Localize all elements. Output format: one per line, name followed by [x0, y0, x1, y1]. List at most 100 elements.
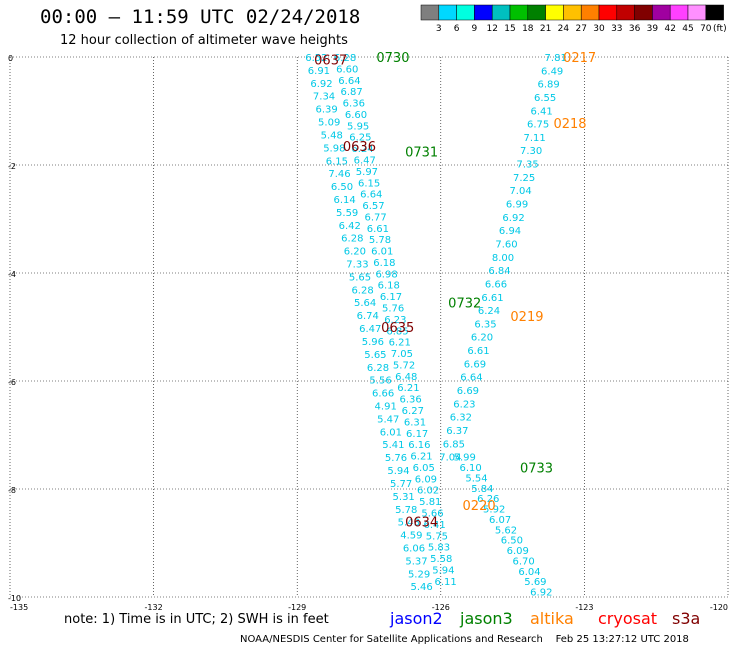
wave-height-label: 7.46 — [328, 169, 350, 180]
wave-height-label: 6.50 — [501, 536, 523, 547]
wave-height-label: 6.28 — [351, 285, 373, 296]
wave-height-label: 5.99 — [454, 453, 476, 464]
wave-height-label: 6.42 — [339, 221, 361, 232]
wave-height-label: 6.48 — [395, 372, 417, 383]
wave-height-label: 6.85 — [386, 326, 408, 337]
wave-height-label: 5.72 — [393, 360, 415, 371]
satellite-altika: altika — [530, 609, 574, 628]
wave-height-label: 6.05 — [413, 463, 435, 474]
colorbar-label: 15 — [504, 24, 515, 34]
page-subtitle: 12 hour collection of altimeter wave hei… — [60, 33, 348, 48]
colorbar-label: 45 — [682, 24, 693, 34]
wave-height-label: 5.65 — [364, 350, 386, 361]
credit-line: NOAA/NESDIS Center for Satellite Applica… — [240, 634, 689, 645]
wave-height-label: 6.66 — [372, 389, 394, 400]
satellite-cryosat: cryosat — [598, 609, 658, 628]
wave-height-label: 6.20 — [344, 247, 366, 258]
wave-height-label: 7.04 — [439, 453, 461, 464]
colorbar-label: 9 — [472, 24, 478, 34]
pass-time-label: 0219 — [510, 310, 543, 325]
x-tick-label: -120 — [710, 603, 728, 612]
wave-height-label: 6.21 — [397, 383, 419, 394]
colorbar-label: 27 — [575, 24, 586, 34]
wave-height-label: 6.15 — [358, 178, 380, 189]
wave-height-label: 6.55 — [534, 93, 556, 104]
pass-time-label: 0634 — [405, 515, 438, 530]
wave-height-label: 6.06 — [403, 543, 425, 554]
wave-height-label: 6.14 — [333, 195, 355, 206]
wave-height-label: 6.17 — [406, 429, 428, 440]
wave-height-label: 6.26 — [477, 494, 499, 505]
wave-height-label: 7.04 — [509, 186, 531, 197]
wave-height-label: 6.41 — [531, 106, 553, 117]
wave-height-label: 5.43 — [398, 518, 420, 529]
plot-area: 0 -2 -4 -6 -8 -10-135 -132 -129 -126 -123 -120 6.52… — [8, 51, 729, 612]
wave-height-label: 5.92 — [483, 505, 505, 516]
wave-height-label: 5.69 — [524, 577, 546, 588]
wave-height-label: 5.84 — [471, 484, 493, 495]
wave-height-label: 5.76 — [385, 453, 407, 464]
wave-height-label: 6.18 — [373, 258, 395, 269]
wave-height-label: 6.92 — [530, 588, 552, 599]
wave-height-label: 5.56 — [369, 376, 391, 387]
wave-height-label: 6.02 — [417, 486, 439, 497]
colorbar-unit: (ft) — [713, 24, 727, 34]
wave-height-label: 6.10 — [459, 463, 481, 474]
footer-note: note: 1) Time is in UTC; 2) SWH is in fe… — [64, 612, 329, 627]
wave-height-label: 5.62 — [495, 525, 517, 536]
wave-height-label: 6.28 — [334, 53, 356, 64]
colorbar-label: 30 — [593, 24, 605, 34]
wave-height-label: 6.85 — [443, 439, 465, 450]
wave-height-label: 6.61 — [481, 293, 503, 304]
wave-height-label: 6.94 — [499, 226, 521, 237]
wave-height-label: 5.58 — [430, 554, 452, 565]
wave-height-label: 6.01 — [371, 247, 393, 258]
wave-height-label: 6.11 — [434, 577, 456, 588]
wave-height-label: 6.60 — [345, 110, 367, 121]
colorbar-label: 3 — [436, 24, 442, 34]
wave-height-label: 6.52 — [305, 53, 327, 64]
wave-height-label: 5.31 — [393, 492, 415, 503]
wave-height-label: 6.69 — [457, 386, 479, 397]
wave-height-label: 5.48 — [321, 130, 343, 141]
wave-height-label: 7.25 — [513, 173, 535, 184]
satellite-jason2: jason2 — [390, 609, 443, 628]
wave-height-label: 6.61 — [367, 224, 389, 235]
wave-height-label: 6.31 — [404, 417, 426, 428]
wave-height-label: 5.94 — [432, 565, 454, 576]
wave-height-label: 6.09 — [415, 474, 437, 485]
wave-height-label: 6.07 — [489, 515, 511, 526]
credit-text: NOAA/NESDIS Center for Satellite Applica… — [240, 634, 543, 645]
wave-height-label: 5.29 — [408, 569, 430, 580]
wave-height-label: 7.11 — [523, 133, 545, 144]
wave-height-label: 5.41 — [382, 440, 404, 451]
wave-height-label: 6.91 — [308, 66, 330, 77]
wave-height-label: 7.34 — [313, 92, 335, 103]
wave-height-label: 5.59 — [336, 208, 358, 219]
colorbar-label: 21 — [540, 24, 551, 34]
wave-height-label: 5.46 — [411, 582, 433, 593]
wave-height-label: 5.78 — [395, 505, 417, 516]
wave-height-label: 6.23 — [453, 399, 475, 410]
satellite-jason3: jason3 — [460, 609, 513, 628]
wave-height-label: 6.64 — [460, 373, 482, 384]
wave-height-label: 5.97 — [356, 167, 378, 178]
wave-height-label: 6.49 — [541, 66, 563, 77]
wave-height-label: 6.74 — [357, 311, 379, 322]
wave-height-label: 6.87 — [340, 87, 362, 98]
wave-height-label: 6.28 — [367, 363, 389, 374]
y-tick-label: -6 — [8, 378, 16, 387]
wave-height-label: 6.60 — [336, 64, 358, 75]
wave-height-label: 7.81 — [545, 53, 567, 64]
pass-time-label: 0218 — [553, 117, 586, 132]
wave-height-label: 6.77 — [365, 212, 387, 223]
wave-height-label: 6.24 — [351, 144, 373, 155]
wave-height-label: 5.83 — [428, 543, 450, 554]
colorbar-label: 70 — [700, 24, 712, 34]
page-title: 00:00 – 11:59 UTC 02/24/2018 — [40, 6, 361, 28]
wave-height-label: 6.75 — [527, 120, 549, 131]
x-tick-label: -123 — [575, 603, 593, 612]
wave-height-label: 6.17 — [380, 292, 402, 303]
wave-height-label: 6.25 — [349, 133, 371, 144]
wave-height-label: 6.57 — [362, 201, 384, 212]
